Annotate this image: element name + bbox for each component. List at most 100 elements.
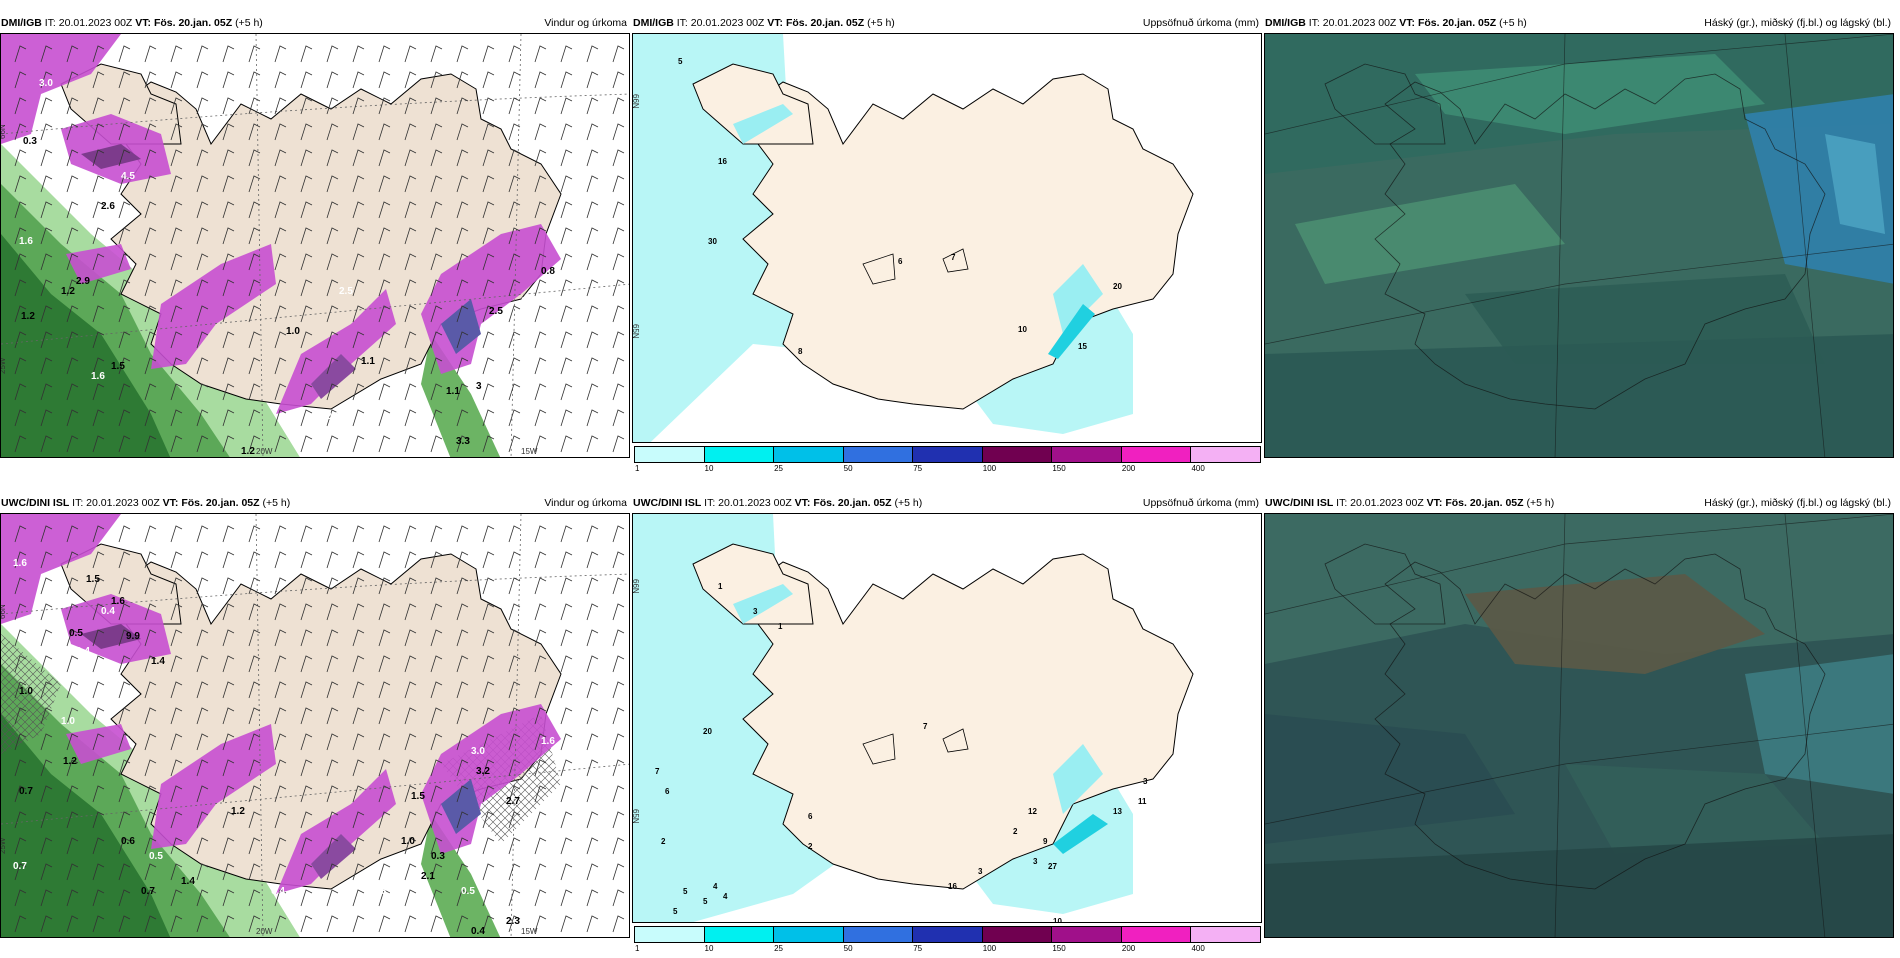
precip-value-label: 2 [808,842,813,851]
precip-value-label: 6 [808,812,813,821]
colorbar-tick-label: 100 [982,464,997,473]
cloud-layer-area [1295,184,1565,284]
valid-time-label: VT: [135,17,152,29]
lon-axis-label: 15W [521,927,538,936]
colorbar-tick-label: 10 [704,464,714,473]
cloud-layer-area [1745,654,1893,794]
wind-value-label: 0.3 [431,851,445,862]
precip-value-label: 8 [798,347,803,356]
wind-value-label: 1.0 [286,326,300,337]
lon-axis-label: 20W [256,447,273,456]
forecast-panel-cloud: DMI/IGB IT: 20.01.2023 00Z VT: Fös. 20.j… [1264,13,1894,478]
wind-value-label: 2.9 [76,276,90,287]
iceland-outline [1374,73,1826,410]
wind-value-label: 2.3 [506,916,520,927]
lat-axis-label: 65N [633,324,640,339]
model-name: UWC/DINI ISL [1265,497,1334,509]
wind-value-label: 1.2 [63,756,77,767]
wind-value-label: 1.1 [521,456,535,458]
wind-value-label: 0.5 [149,851,163,862]
wind-value-label: 1.1 [446,386,460,397]
panel-header: DMI/IGB IT: 20.01.2023 00Z VT: Fös. 20.j… [0,13,630,33]
wind-value-label: 0.7 [13,861,27,872]
precip-value-label: 5 [703,897,708,906]
precip-value-label: 11 [1138,797,1147,806]
cloud-layer-area [1465,574,1765,674]
lat-lon-grid [1265,514,1893,937]
panel-title: Háský (gr.), miðský (fj.bl.) og lágský (… [1704,497,1891,509]
cloud-layer-area [1265,334,1893,457]
forecast-panel-wind: DMI/IGB IT: 20.01.2023 00Z VT: Fös. 20.j… [0,13,630,478]
precip-value-label: 4 [723,892,728,901]
colorbar-swatch [842,446,914,463]
precip-value-label: 6 [898,257,903,266]
wind-value-label: 1.6 [91,371,105,382]
colorbar-tick-label: 400 [1191,944,1205,953]
wind-value-label: 1.5 [411,791,425,802]
colorbar-swatch [1051,926,1122,943]
wind-value-label: 1.6 [19,236,33,247]
wind-value-label: 2.6 [101,201,115,212]
init-time: IT: 20.01.2023 00Z [1308,17,1397,29]
iceland-land [742,73,1194,410]
wind-value-label: 1.0 [401,836,415,847]
wind-value-label: 0.7 [19,786,33,797]
precip-value-label: 3 [978,867,983,876]
precip-value-label: 5 [683,887,688,896]
lead-time: (+5 h) [894,497,923,509]
lat-lon-grid [1,34,629,457]
precip-colorbar: 1 10 25 50 75 100 150 200 400 [634,446,1261,476]
precip-magenta-band [151,244,276,369]
forecast-panel-precip: DMI/IGB IT: 20.01.2023 00Z VT: Fös. 20.j… [632,13,1262,478]
model-name: DMI/IGB [633,17,674,29]
colorbar-swatch [634,926,705,943]
map-area[interactable] [1264,33,1894,458]
wind-value-label: 0.8 [541,266,555,277]
lat-lon-grid [1,514,629,937]
wind-value-label: 1.4 [151,656,165,667]
forecast-panel-wind: UWC/DINI ISL IT: 20.01.2023 00Z VT: Fös.… [0,493,630,958]
wind-value-label: 1.5 [86,574,100,585]
map-area[interactable]: 1.6 1.5 1.6 0.4 9.9 0.5 0.4 1.4 1.0 1.0 1.2 0.7 0.7 0… [0,513,630,938]
wind-value-label: 2.5 [489,306,503,317]
lat-axis-label: 66N [1,124,7,139]
wind-value-label: 3 [476,381,482,392]
precip-value-label: 1 [718,582,723,591]
precip-value-label: 12 [1028,807,1037,816]
colorbar-swatch [634,446,705,463]
run-info: UWC/DINI ISL IT: 20.01.2023 00Z VT: Fös.… [633,493,922,513]
wind-value-label: 3.2 [381,886,395,897]
run-info: UWC/DINI ISL IT: 20.01.2023 00Z VT: Fös.… [1,493,290,513]
lat-axis-label: 66N [633,579,640,594]
map-area[interactable]: 5 16 30 6 7 10 15 8 20 66N 65N [632,33,1262,443]
precip-value-label: 3 [753,607,758,616]
init-time: IT: 20.01.2023 00Z [44,17,133,29]
map-area[interactable]: 1312077626245554129231610327761331166N65… [632,513,1262,923]
precip-magenta-band [151,724,276,849]
precip-magenta-band [276,289,396,414]
map-area[interactable] [1264,513,1894,938]
cloud-layer-area [1565,764,1825,854]
valid-time-label: VT: [794,497,811,509]
precip-value-label: 16 [718,157,727,166]
wind-value-label: 9.9 [126,631,140,642]
precip-value-label: 20 [703,727,712,736]
model-name: UWC/DINI ISL [1,497,70,509]
valid-time-label: VT: [1399,17,1416,29]
precip-magenta-band [1,514,121,624]
map-area[interactable]: 3.0 0.3 1.2 4.5 2.6 2.9 1.6 1.2 1.5 1.6 1.2 0.8 0.6 2… [0,33,630,458]
model-name: UWC/DINI ISL [633,497,702,509]
precip-magenta-band [66,244,131,284]
wind-value-label: 1.6 [13,558,27,569]
panel-header: UWC/DINI ISL IT: 20.01.2023 00Z VT: Fös.… [632,493,1262,513]
panel-title: Háský (gr.), miðský (fj.bl.) og lágský (… [1704,17,1891,29]
wind-value-label: 3.0 [39,78,53,89]
cloud-layer-area [1415,54,1765,134]
colorbar-tick-label: 25 [774,464,784,473]
precip-magenta-band [276,769,396,894]
panel-header: UWC/DINI ISL IT: 20.01.2023 00Z VT: Fös.… [1264,493,1894,513]
panel-header: DMI/IGB IT: 20.01.2023 00Z VT: Fös. 20.j… [632,13,1262,33]
precip-magenta-band [1,34,121,144]
valid-time-label: VT: [1426,497,1443,509]
panel-header: DMI/IGB IT: 20.01.2023 00Z VT: Fös. 20.j… [1264,13,1894,33]
